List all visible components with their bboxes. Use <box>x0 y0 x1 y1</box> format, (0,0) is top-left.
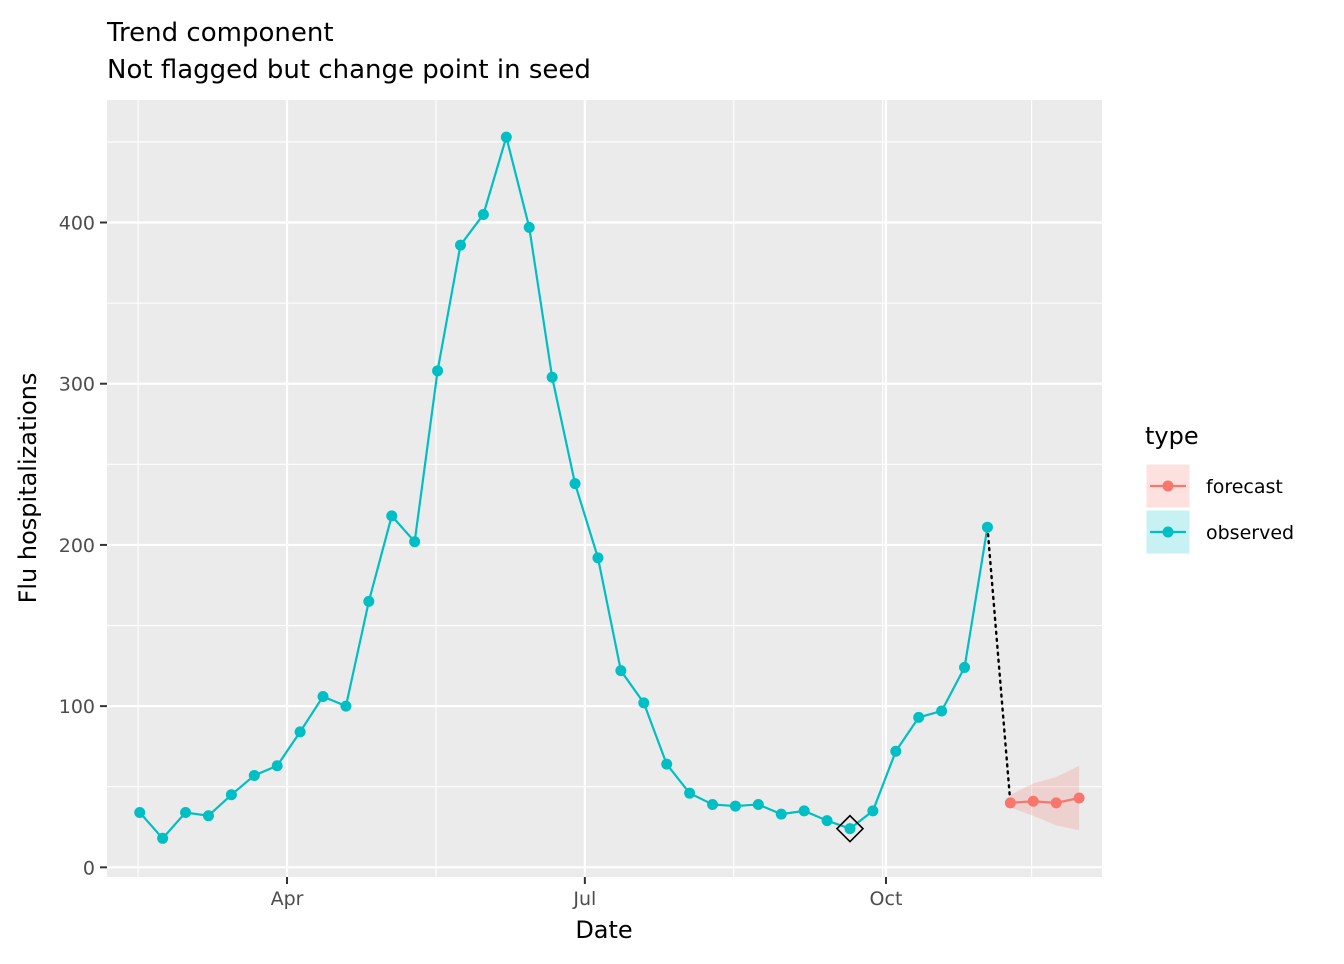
legend-label-observed: observed <box>1206 522 1294 544</box>
observed-point <box>454 239 466 251</box>
legend-point-forecast <box>1162 480 1174 492</box>
forecast-point <box>1073 792 1085 804</box>
observed-point <box>294 726 306 738</box>
observed-point <box>592 552 604 564</box>
observed-point <box>317 690 329 702</box>
observed-point <box>913 711 925 723</box>
forecast-ribbon-layer <box>1010 765 1080 831</box>
observed-point <box>477 208 489 220</box>
series-points <box>134 131 1085 844</box>
observed-point <box>523 221 535 233</box>
chart-subtitle: Not flagged but change point in seed <box>107 55 591 85</box>
observed-point <box>225 789 237 801</box>
observed-point <box>684 787 696 799</box>
observed-point <box>202 810 214 822</box>
forecast-point <box>1027 795 1039 807</box>
x-axis-label: Date <box>575 916 632 944</box>
grid-major <box>107 100 1102 877</box>
observed-point <box>157 832 169 844</box>
y-tick-label: 0 <box>83 857 95 879</box>
y-axis-label: Flu hospitalizations <box>14 373 42 604</box>
observed-point <box>936 705 948 717</box>
grid-minor <box>107 100 1102 877</box>
observed-point <box>271 760 283 772</box>
plot-panel <box>107 100 1102 877</box>
y-tick-label: 100 <box>59 696 95 718</box>
y-tick-label: 300 <box>59 374 95 396</box>
observed-point <box>798 805 810 817</box>
observed-point <box>775 808 787 820</box>
observed-point <box>248 769 260 781</box>
forecast-interval-ribbon <box>1010 765 1080 831</box>
observed-point <box>546 371 558 383</box>
legend-keys: forecast observed <box>1145 463 1294 555</box>
observed-point <box>729 800 741 812</box>
observed-point <box>752 798 764 810</box>
x-tick-label: Apr <box>271 888 304 910</box>
observed-point <box>134 807 146 819</box>
observed-point <box>821 815 833 827</box>
legend-label-forecast: forecast <box>1206 476 1283 498</box>
observed-point <box>867 805 879 817</box>
observed-point <box>707 798 719 810</box>
forecast-point <box>1004 797 1016 809</box>
observed-point <box>386 510 398 522</box>
x-tick-label: Oct <box>870 888 903 910</box>
observed-point <box>615 665 627 677</box>
forecast-point <box>1050 797 1062 809</box>
y-tick-label: 400 <box>59 213 95 235</box>
legend-title: type <box>1145 422 1199 450</box>
change-point-layer <box>835 814 865 843</box>
observed-forecast-connector <box>986 525 1012 805</box>
chart-title: Trend component <box>106 18 334 48</box>
axes: Apr Jul Oct 0 100 200 300 400 <box>59 213 903 910</box>
x-tick-label: Jul <box>572 888 596 910</box>
observed-point <box>844 823 856 835</box>
legend: type forecast observed <box>1145 422 1294 555</box>
observed-point <box>500 131 512 143</box>
observed-point <box>569 478 581 490</box>
observed-point <box>340 700 352 712</box>
observed-point <box>638 697 650 709</box>
observed-point <box>890 745 902 757</box>
observed-point <box>661 758 673 770</box>
observed-point <box>180 807 192 819</box>
observed-point <box>432 365 444 377</box>
observed-point <box>981 521 993 533</box>
observed-point <box>363 595 375 607</box>
observed-point <box>959 661 971 673</box>
forecast-line <box>1010 796 1080 804</box>
legend-point-observed <box>1162 526 1174 538</box>
change-point-diamond <box>835 814 865 843</box>
y-tick-label: 200 <box>59 535 95 557</box>
observed-point <box>409 536 421 548</box>
